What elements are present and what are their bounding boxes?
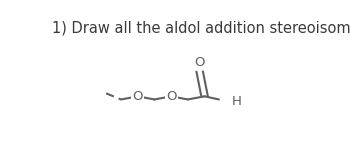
Text: O: O — [195, 56, 205, 69]
Text: 1) Draw all the aldol addition stereoisomers of this aldehyde ?: 1) Draw all the aldol addition stereoiso… — [52, 21, 350, 36]
Text: O: O — [133, 90, 143, 103]
Text: O: O — [166, 90, 176, 103]
Text: H: H — [232, 95, 242, 108]
